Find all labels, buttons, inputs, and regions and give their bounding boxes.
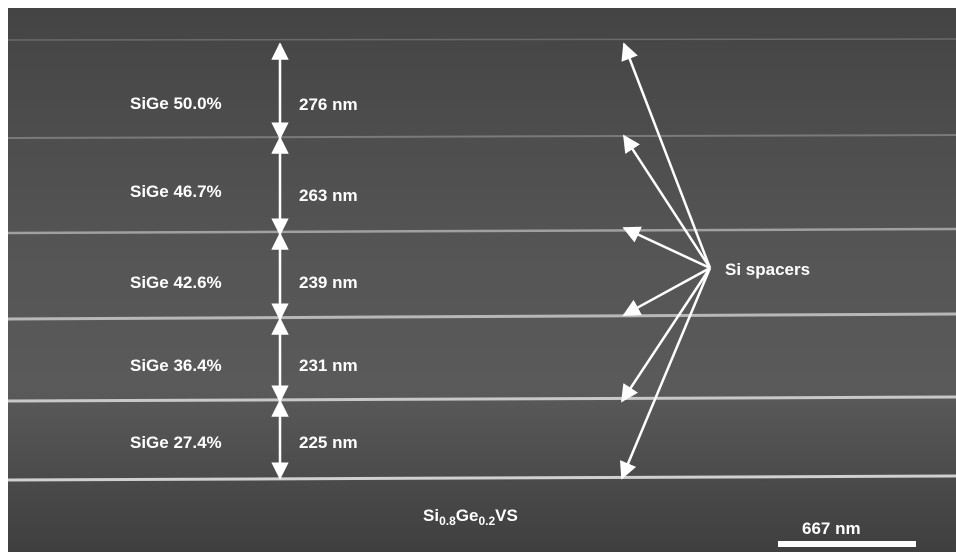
layer-thickness-label: 263 nm <box>299 186 358 205</box>
si-spacer-line <box>8 227 956 235</box>
substrate-suffix: VS <box>495 506 518 525</box>
layer-composition-label: SiGe 36.4% <box>130 356 222 375</box>
layer-composition-label: SiGe 50.0% <box>130 94 222 113</box>
substrate-ge: Ge <box>455 506 479 525</box>
layer-composition-label: SiGe 46.7% <box>130 182 222 201</box>
si-spacer-line <box>8 395 956 403</box>
layer-composition-label: SiGe 27.4% <box>130 433 222 452</box>
substrate-si: Si <box>423 506 440 525</box>
layer-thickness-label: 231 nm <box>299 356 358 375</box>
sem-micrograph: SiGe 50.0% SiGe 46.7% SiGe 42.6% SiGe 36… <box>8 8 956 552</box>
si-spacers-label: Si spacers <box>725 260 811 279</box>
substrate-label: Si0.8Ge0.2VS <box>423 507 518 527</box>
si-spacer-line <box>8 312 956 321</box>
substrate-si-fraction: 0.8 <box>439 514 456 528</box>
spacer-pointer-arrow <box>622 226 711 270</box>
layer-thickness-label: 276 nm <box>299 95 358 114</box>
si-spacer-line <box>8 134 956 139</box>
layer-thickness-label: 239 nm <box>299 273 358 292</box>
spacer-pointer-arrow <box>621 42 712 269</box>
layer-composition-label: SiGe 42.6% <box>130 273 222 292</box>
substrate-ge-fraction: 0.2 <box>478 514 496 528</box>
scale-bar <box>778 541 916 547</box>
top-interface-line <box>8 38 956 41</box>
si-spacer-line <box>8 474 956 482</box>
spacer-pointer-arrow <box>622 266 711 317</box>
layer-thickness-label: 225 nm <box>299 433 358 452</box>
annotation-layer <box>8 38 956 547</box>
spacer-pointer-arrow <box>620 267 712 480</box>
spacer-pointer-arrow <box>620 267 712 403</box>
scale-bar-label: 667 nm <box>802 519 861 538</box>
spacer-pointer-arrow <box>622 134 712 269</box>
